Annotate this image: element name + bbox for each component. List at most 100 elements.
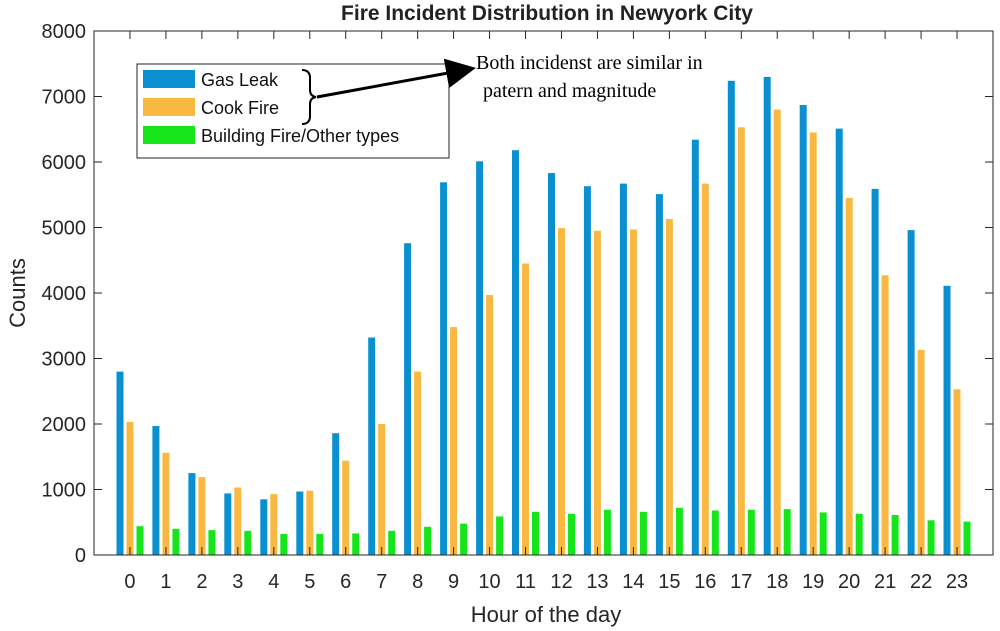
- y-tick-label: 0: [75, 545, 86, 567]
- x-tick-label: 15: [658, 571, 680, 593]
- x-tick-label: 3: [232, 571, 243, 593]
- bar-gas-leak-hour-14: [619, 183, 627, 555]
- bar-building-fire-other-types-hour-21: [891, 515, 899, 555]
- bar-cook-fire-hour-19: [809, 132, 817, 555]
- bar-cook-fire-hour-8: [414, 371, 422, 555]
- bar-building-fire-other-types-hour-16: [711, 510, 719, 555]
- x-tick-label: 14: [622, 571, 644, 593]
- bar-building-fire-other-types-hour-6: [352, 533, 360, 555]
- bar-building-fire-other-types-hour-17: [747, 509, 755, 555]
- x-tick-label: 2: [196, 571, 207, 593]
- bar-cook-fire-hour-10: [486, 295, 494, 555]
- bar-building-fire-other-types-hour-10: [496, 516, 504, 555]
- y-tick-label: 7000: [42, 87, 87, 109]
- x-tick-label: 4: [268, 571, 279, 593]
- bar-gas-leak-hour-7: [368, 337, 376, 555]
- bar-building-fire-other-types-hour-22: [927, 520, 935, 555]
- bar-building-fire-other-types-hour-20: [855, 513, 863, 555]
- annotation-line-2: patern and magnitude: [483, 80, 656, 102]
- bar-cook-fire-hour-7: [378, 424, 386, 555]
- legend-label-gas-leak: Gas Leak: [201, 70, 279, 90]
- bar-cook-fire-hour-13: [593, 230, 601, 556]
- bar-gas-leak-hour-13: [583, 186, 591, 555]
- x-tick-label: 16: [694, 571, 716, 593]
- bar-cook-fire-hour-23: [953, 389, 961, 555]
- bar-cook-fire-hour-3: [234, 487, 242, 555]
- y-tick-label: 6000: [42, 152, 87, 174]
- x-tick-label: 17: [730, 571, 752, 593]
- bar-gas-leak-hour-2: [188, 473, 196, 555]
- bar-building-fire-other-types-hour-23: [963, 521, 971, 555]
- y-axis-ticks: 0 1000 2000 3000 4000 5000 6000 7000 8000: [42, 21, 993, 567]
- annotation-arrow: [316, 58, 476, 99]
- legend-swatch-cook-fire: [143, 98, 195, 116]
- bar-gas-leak-hour-9: [440, 182, 448, 556]
- bar-cook-fire-hour-21: [881, 275, 889, 555]
- x-tick-label: 1: [160, 571, 171, 593]
- plot-area: [116, 76, 971, 556]
- x-tick-label: 22: [910, 571, 932, 593]
- y-tick-label: 2000: [42, 414, 87, 436]
- x-tick-label: 19: [802, 571, 824, 593]
- y-tick-label: 3000: [42, 349, 87, 371]
- x-axis-ticks: 0 1 2 3 4 5 6 7 8 9 10 11 12 13 14 15 16 17 18 19 20 21 22 23: [124, 31, 968, 593]
- bar-gas-leak-hour-19: [799, 105, 807, 555]
- x-tick-label: 8: [412, 571, 423, 593]
- bar-cook-fire-hour-18: [773, 109, 781, 555]
- y-tick-label: 4000: [42, 283, 87, 305]
- bar-cook-fire-hour-16: [701, 183, 709, 555]
- bar-building-fire-other-types-hour-2: [208, 530, 216, 555]
- bar-gas-leak-hour-4: [260, 499, 268, 555]
- bar-building-fire-other-types-hour-14: [639, 511, 647, 555]
- bar-building-fire-other-types-hour-19: [819, 512, 827, 555]
- annotation-line-1: Both incidenst are similar in: [476, 52, 703, 74]
- x-tick-label: 10: [478, 571, 500, 593]
- bar-gas-leak-hour-3: [224, 493, 232, 555]
- legend: Gas Leak Cook Fire Building Fire/Other t…: [136, 63, 450, 159]
- y-tick-label: 8000: [42, 21, 87, 43]
- bar-cook-fire-hour-0: [126, 422, 134, 555]
- bar-cook-fire-hour-20: [845, 198, 853, 555]
- bar-gas-leak-hour-12: [548, 173, 555, 555]
- bar-building-fire-other-types-hour-18: [783, 509, 791, 555]
- bar-gas-leak-hour-8: [404, 243, 412, 555]
- legend-swatch-building-fire: [143, 126, 195, 144]
- x-tick-label: 7: [376, 571, 387, 593]
- bar-gas-leak-hour-21: [871, 188, 879, 555]
- bar-cook-fire-hour-5: [306, 490, 314, 555]
- bar-building-fire-other-types-hour-5: [316, 534, 324, 555]
- bar-cook-fire-hour-11: [522, 263, 529, 555]
- bar-gas-leak-hour-18: [763, 76, 771, 556]
- bar-cook-fire-hour-4: [270, 494, 278, 555]
- annotation: Both incidenst are similar in patern and…: [301, 52, 703, 125]
- x-tick-label: 0: [124, 571, 135, 593]
- bar-building-fire-other-types-hour-4: [280, 534, 288, 555]
- x-tick-label: 11: [515, 571, 536, 593]
- bar-cook-fire-hour-2: [198, 477, 206, 555]
- x-tick-label: 20: [838, 571, 860, 593]
- x-tick-label: 18: [766, 571, 788, 593]
- bar-gas-leak-hour-22: [907, 230, 915, 555]
- bar-gas-leak-hour-6: [332, 433, 340, 555]
- x-tick-label: 6: [340, 571, 351, 593]
- legend-label-building-fire: Building Fire/Other types: [201, 126, 399, 146]
- bar-cook-fire-hour-14: [629, 229, 637, 555]
- bar-cook-fire-hour-22: [917, 350, 925, 555]
- bar-gas-leak-hour-5: [296, 491, 304, 555]
- legend-swatch-gas-leak: [143, 70, 195, 88]
- bar-building-fire-other-types-hour-3: [244, 530, 252, 555]
- bar-gas-leak-hour-0: [116, 371, 124, 555]
- bar-cook-fire-hour-1: [162, 452, 170, 555]
- x-tick-label: 23: [946, 571, 968, 593]
- bar-gas-leak-hour-23: [943, 285, 951, 555]
- bar-building-fire-other-types-hour-8: [424, 526, 432, 555]
- bar-cook-fire-hour-15: [665, 219, 673, 555]
- bar-cook-fire-hour-12: [558, 228, 565, 555]
- brace-icon: [301, 69, 317, 125]
- bar-gas-leak-hour-11: [512, 150, 519, 555]
- bar-building-fire-other-types-hour-0: [136, 526, 144, 555]
- legend-label-cook-fire: Cook Fire: [201, 98, 279, 118]
- x-tick-label: 13: [586, 571, 608, 593]
- y-axis-label: Counts: [5, 258, 30, 328]
